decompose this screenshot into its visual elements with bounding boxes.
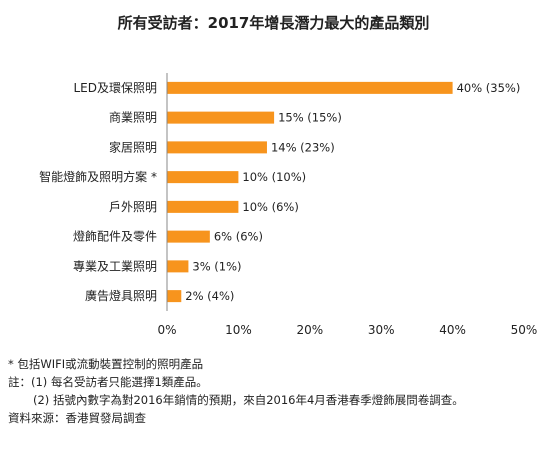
x-tick-label: 50% xyxy=(511,323,538,337)
bar xyxy=(167,111,275,124)
plot-area: LED及環保照明 40% (35%) 商業照明 15% (15%) 家居照明 14% (2… xyxy=(39,73,537,337)
category-label: 智能燈飾及照明方案 * xyxy=(39,169,157,184)
data-label: 15% (15%) xyxy=(278,111,342,125)
footnote: * 包括WIFI或流動裝置控制的照明產品 xyxy=(8,357,204,371)
bar xyxy=(167,260,189,273)
x-tick-label: 40% xyxy=(439,323,466,337)
chart-title: 所有受訪者：2017年增長潛力最大的產品類別 xyxy=(117,14,430,32)
bar xyxy=(167,290,182,303)
category-label: 廣告燈具照明 xyxy=(85,288,157,303)
source-note: 資料來源：香港貿發局調查 xyxy=(8,411,146,425)
category-label: 家居照明 xyxy=(109,139,157,154)
category-label: 燈飾配件及零件 xyxy=(73,229,157,244)
bar xyxy=(167,200,239,213)
category-label: 戶外照明 xyxy=(109,200,157,214)
bar xyxy=(167,171,239,184)
x-tick-label: 20% xyxy=(296,323,323,337)
bar xyxy=(167,141,267,154)
bar xyxy=(167,230,210,243)
data-label: 3% (1%) xyxy=(192,259,241,273)
bar xyxy=(167,81,453,94)
chart-notes: * 包括WIFI或流動裝置控制的照明產品 註：(1) 每名受訪者只能選擇1類產品… xyxy=(8,355,464,427)
x-tick-label: 30% xyxy=(368,323,395,337)
category-label: 專業及工業照明 xyxy=(73,259,157,273)
data-label: 14% (23%) xyxy=(271,140,335,154)
x-tick-label: 0% xyxy=(157,323,176,337)
bar-chart: LED及環保照明 40% (35%) 商業照明 15% (15%) 家居照明 14% (2… xyxy=(39,73,537,337)
note-2: (2) 括號內數字為對2016年銷情的預期，來自2016年4月香港春季燈飾展問卷… xyxy=(33,393,464,407)
data-label: 10% (6%) xyxy=(242,200,298,214)
category-label: LED及環保照明 xyxy=(73,81,157,95)
data-label: 40% (35%) xyxy=(457,81,521,95)
data-label: 10% (10%) xyxy=(242,170,306,184)
data-label: 2% (4%) xyxy=(185,289,234,303)
data-label: 6% (6%) xyxy=(214,230,263,244)
category-label: 商業照明 xyxy=(109,110,157,125)
x-tick-label: 10% xyxy=(225,323,252,337)
note-1: 註：(1) 每名受訪者只能選擇1類產品。 xyxy=(8,375,208,389)
